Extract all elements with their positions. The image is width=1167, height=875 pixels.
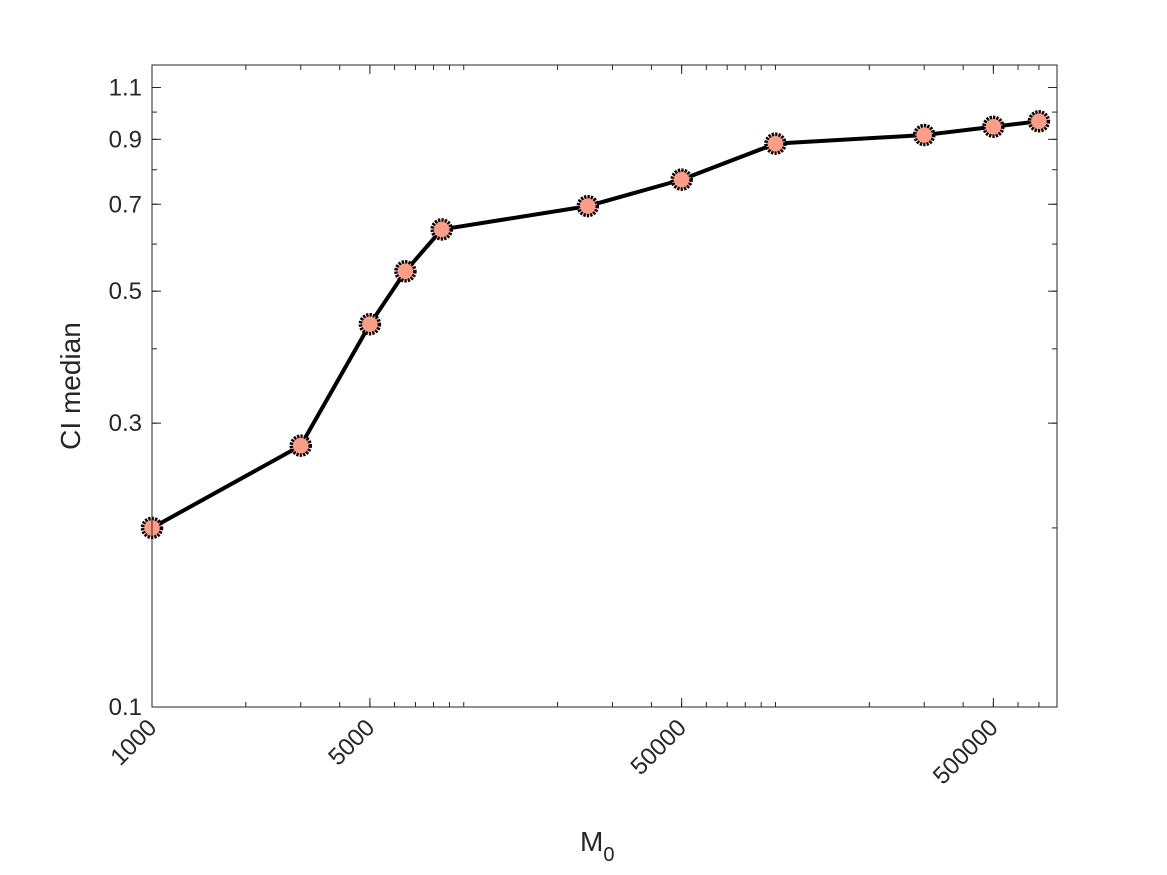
series-layer [140, 110, 1051, 540]
data-point [764, 132, 787, 155]
y-tick-label: 1.1 [109, 74, 142, 101]
data-point [1027, 110, 1051, 133]
y-tick-label: 0.9 [109, 126, 142, 153]
plot-frame [151, 64, 1058, 708]
data-point [982, 115, 1005, 138]
data-point [358, 312, 382, 336]
y-tick-label: 0.1 [109, 694, 142, 721]
x-axis-label-main: M [580, 826, 603, 857]
data-point [394, 260, 417, 283]
x-tick-label: 5000 [323, 714, 380, 771]
x-tick-label: 50000 [626, 714, 692, 780]
data-point [912, 123, 936, 147]
y-tick-labels: 0.1 0.3 0.5 0.7 0.9 1.1 [109, 74, 142, 721]
x-axis-label-subscript: 0 [603, 844, 614, 866]
data-point [670, 168, 693, 191]
y-tick-label: 0.7 [109, 191, 142, 218]
y-tick-label: 0.3 [109, 410, 142, 437]
y-tick-label: 0.5 [109, 278, 142, 305]
data-point [576, 194, 600, 218]
x-tick-label: 500000 [928, 714, 1004, 790]
plot-background [152, 65, 1057, 707]
y-axis-label: CI median [55, 322, 86, 450]
x-tick-label: 1000 [105, 714, 162, 771]
data-point [430, 218, 453, 241]
data-point [289, 434, 312, 457]
x-tick-labels: 1000 5000 50000 500000 [105, 714, 1003, 790]
x-axis-label: M0 [580, 826, 614, 866]
